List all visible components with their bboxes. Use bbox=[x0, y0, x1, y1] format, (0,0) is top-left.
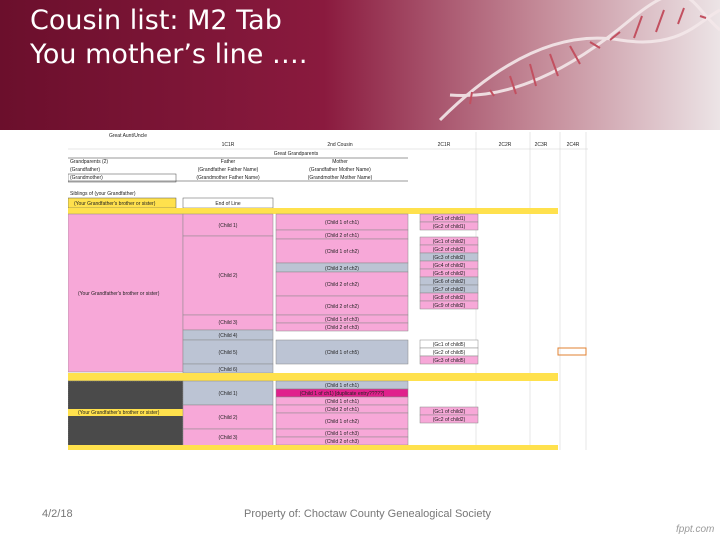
gf-father-cell: (Grandfather Father Name) bbox=[198, 167, 259, 173]
ggc-b-6: (Gc6 of child2) bbox=[433, 279, 466, 285]
col-header-2c4r: 2C4R bbox=[567, 142, 580, 148]
child-2-cell: (Child 2) bbox=[219, 273, 238, 279]
ggc-b-8: (Gc8 of child2) bbox=[433, 295, 466, 301]
child-4-cell: (Child 4) bbox=[219, 333, 238, 339]
ggc-b-7: (Gc7 of child2) bbox=[433, 287, 466, 293]
end-of-line-cell: End of Line bbox=[215, 201, 241, 207]
gc-cell-8: (Child 2 of ch3) bbox=[325, 325, 359, 331]
child-5-cell: (Child 5) bbox=[219, 350, 238, 356]
col-header-2nd-cousin: 2nd Cousin bbox=[327, 142, 353, 148]
ggc-c-1: (Gc1 of child5) bbox=[433, 342, 466, 348]
col-header-great-aunt: Great Aunt/Uncle bbox=[109, 133, 147, 139]
child-6-cell: (Child 6) bbox=[219, 367, 238, 373]
gc-cell-6: (Child 2 of ch2) bbox=[325, 304, 359, 310]
ggc-b-1: (Gc1 of child2) bbox=[433, 239, 466, 245]
ggc-b-5: (Gc5 of child2) bbox=[433, 271, 466, 277]
col-header-1c1r: 1C1R bbox=[222, 142, 235, 148]
brand-logo: fppt.com bbox=[676, 524, 715, 535]
ggc-b-9: (Gc9 of child2) bbox=[433, 303, 466, 309]
brother-2-label: (Your Grandfather's brother or sister) bbox=[78, 291, 160, 297]
dna-helix-image bbox=[438, 0, 720, 122]
great-grandparents-label: Great Grandparents bbox=[274, 151, 319, 157]
gc-cell-1: (Child 1 of ch1) bbox=[325, 220, 359, 226]
grandfather-cell: (Grandfather) bbox=[70, 167, 100, 173]
siblings-label: Siblings of (your Grandfather) bbox=[70, 191, 136, 197]
gc-cell-9: (Child 1 of ch5) bbox=[325, 350, 359, 356]
ggc-b-2: (Gc2 of child2) bbox=[433, 247, 466, 253]
child-1b-cell: (Child 1) bbox=[219, 391, 238, 397]
gc-cell-14: (Child 1 of ch2) bbox=[325, 419, 359, 425]
ggc-c-3: (Gc3 of child5) bbox=[433, 358, 466, 364]
child-3b-cell: (Child 3) bbox=[219, 435, 238, 441]
gf-mother-cell: (Grandfather Mother Name) bbox=[309, 167, 371, 173]
title-banner bbox=[0, 0, 720, 130]
column-headers: Great Aunt/Uncle 1C1R 2nd Cousin 2C1R 2C… bbox=[109, 133, 580, 148]
child-1-cell: (Child 1) bbox=[219, 223, 238, 229]
gc-cell-7: (Child 1 of ch3) bbox=[325, 317, 359, 323]
grandmother-cell: (Grandmother) bbox=[70, 175, 103, 181]
slide-title: Cousin list: M2 Tab You mother’s line …. bbox=[30, 4, 307, 72]
ggc-a-2: (Gc2 of child1) bbox=[433, 224, 466, 230]
ggc-a-1: (Gc1 of child1) bbox=[433, 216, 466, 222]
ggc-d-1: (Gc1 of child2) bbox=[433, 409, 466, 415]
gc-cell-5: (Child 2 of ch2) bbox=[325, 282, 359, 288]
col-header-2c2r: 2C2R bbox=[499, 142, 512, 148]
title-line-1: Cousin list: M2 Tab bbox=[30, 5, 282, 36]
col-header-2c1r: 2C1R bbox=[438, 142, 451, 148]
gc-cell-2: (Child 2 of ch1) bbox=[325, 233, 359, 239]
gc-cell-3: (Child 1 of ch2) bbox=[325, 249, 359, 255]
gc-cell-12: (Child 1 of ch1) bbox=[325, 399, 359, 405]
brother-1-label: (Your Grandfather's brother or sister) bbox=[74, 201, 156, 207]
spreadsheet-image: Great Aunt/Uncle 1C1R 2nd Cousin 2C1R 2C… bbox=[68, 132, 588, 450]
ggc-d-2: (Gc2 of child2) bbox=[433, 417, 466, 423]
footer-property: Property of: Choctaw County Genealogical… bbox=[244, 508, 492, 520]
gc-cell-16: (Child 2 of ch3) bbox=[325, 439, 359, 445]
ggc-b-3: (Gc3 of child2) bbox=[433, 255, 466, 261]
gc-cell-15: (Child 1 of ch3) bbox=[325, 431, 359, 437]
gm-father-cell: (Grandmother Father Name) bbox=[196, 175, 260, 181]
col-header-2c3r: 2C3R bbox=[535, 142, 548, 148]
orange-marker-box bbox=[557, 347, 587, 356]
ggc-c-2: (Gc2 of child5) bbox=[433, 350, 466, 356]
child-2b-cell: (Child 2) bbox=[219, 415, 238, 421]
ggc-b-4: (Gc4 of child2) bbox=[433, 263, 466, 269]
gc-cell-4: (Child 2 of ch2) bbox=[325, 266, 359, 272]
title-line-2: You mother’s line …. bbox=[30, 39, 308, 70]
grandparents-label: Grandparents (2) bbox=[70, 159, 108, 165]
child-3-cell: (Child 3) bbox=[219, 320, 238, 326]
gc-cell-13: (Child 2 of ch1) bbox=[325, 407, 359, 413]
gc-cell-11: (Child 1 of ch1) [duplicate entry?????] bbox=[300, 391, 385, 397]
gc-cell-10: (Child 1 of ch1) bbox=[325, 383, 359, 389]
footer-date: 4/2/18 bbox=[42, 508, 73, 520]
gm-mother-cell: (Grandmother Mother Name) bbox=[308, 175, 373, 181]
father-label: Father bbox=[221, 159, 236, 165]
brother-3-label: (Your Grandfather's brother or sister) bbox=[78, 410, 160, 416]
mother-label: Mother bbox=[332, 159, 348, 165]
